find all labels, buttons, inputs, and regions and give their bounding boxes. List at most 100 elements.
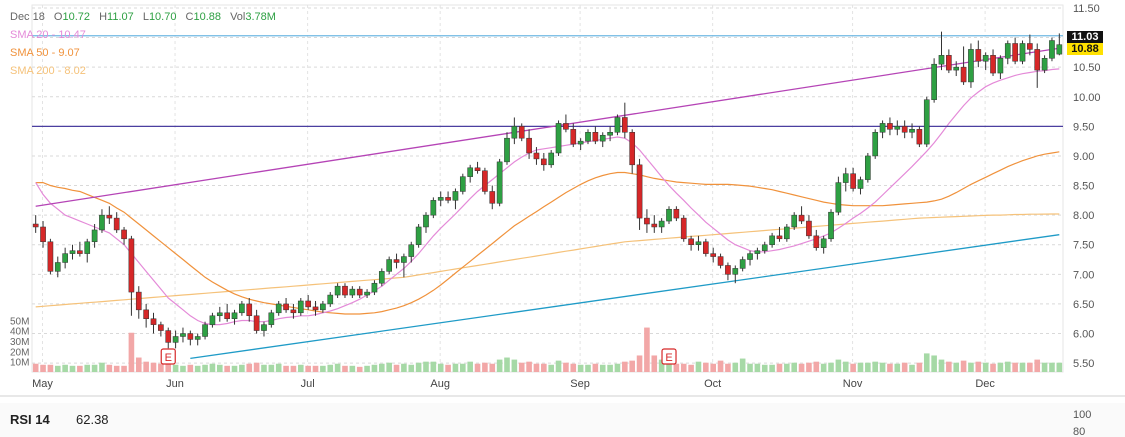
candle-body[interactable] <box>717 256 724 266</box>
candle-body[interactable] <box>865 155 871 180</box>
candle-body[interactable] <box>592 132 599 142</box>
candle-body[interactable] <box>99 214 105 231</box>
candle-body[interactable] <box>180 333 186 337</box>
candle-body[interactable] <box>806 220 812 237</box>
candle-body[interactable] <box>202 324 208 337</box>
sma50-legend[interactable]: SMA 50 - 9.07 <box>10 47 80 59</box>
earnings-marker[interactable] <box>661 348 677 365</box>
candle-body[interactable] <box>393 259 400 263</box>
candle-body[interactable] <box>555 123 562 154</box>
candle-body[interactable] <box>423 214 429 228</box>
candle-body[interactable] <box>305 300 311 308</box>
candle-body[interactable] <box>312 306 319 311</box>
candle-body[interactable] <box>784 226 790 240</box>
candle-body[interactable] <box>77 250 83 254</box>
candle-body[interactable] <box>334 285 341 296</box>
candle-body[interactable] <box>283 303 289 311</box>
sma20-legend[interactable]: SMA 20 - 10.47 <box>10 29 86 41</box>
candle-body[interactable] <box>872 132 879 157</box>
support-trendline[interactable] <box>190 234 1060 360</box>
candle-body[interactable] <box>614 117 621 133</box>
candle-body[interactable] <box>563 123 569 130</box>
candle-body[interactable] <box>474 167 481 171</box>
candle-body[interactable] <box>40 226 46 243</box>
candle-body[interactable] <box>327 294 334 305</box>
candle-body[interactable] <box>621 117 628 133</box>
candle-body[interactable] <box>511 126 518 139</box>
candle-body[interactable] <box>629 132 636 166</box>
candle-body[interactable] <box>209 315 216 325</box>
candle-body[interactable] <box>990 55 996 74</box>
candle-body[interactable] <box>1012 43 1018 62</box>
candle-body[interactable] <box>1041 58 1048 71</box>
candle-body[interactable] <box>673 208 680 219</box>
candle-body[interactable] <box>415 226 422 245</box>
candle-body[interactable] <box>408 244 415 257</box>
candle-body[interactable] <box>585 132 591 142</box>
candle-body[interactable] <box>599 134 606 142</box>
candle-body[interactable] <box>761 244 768 251</box>
candle-body[interactable] <box>710 253 717 257</box>
candle-body[interactable] <box>828 211 834 240</box>
candle-body[interactable] <box>47 241 54 272</box>
candle-body[interactable] <box>62 253 68 263</box>
candle-body[interactable] <box>401 256 407 263</box>
candle-body[interactable] <box>187 333 194 340</box>
candle-body[interactable] <box>378 271 385 284</box>
candle-body[interactable] <box>747 253 753 260</box>
candle-body[interactable] <box>275 303 282 314</box>
candle-body[interactable] <box>607 132 613 136</box>
candle-body[interactable] <box>894 126 901 130</box>
candle-body[interactable] <box>666 208 672 222</box>
candle-body[interactable] <box>342 285 348 296</box>
candle-body[interactable] <box>798 214 805 222</box>
candle-body[interactable] <box>69 250 76 254</box>
candle-body[interactable] <box>695 241 702 245</box>
candle-body[interactable] <box>106 214 113 219</box>
candle-body[interactable] <box>548 152 555 166</box>
candle-body[interactable] <box>121 229 127 240</box>
candle-body[interactable] <box>290 309 297 314</box>
candle-body[interactable] <box>437 197 444 201</box>
candle-body[interactable] <box>879 123 886 133</box>
candle-body[interactable] <box>143 309 149 319</box>
candle-body[interactable] <box>128 238 135 293</box>
candle-body[interactable] <box>1004 43 1011 59</box>
resistance-trendline[interactable] <box>35 47 1060 207</box>
candle-body[interactable] <box>518 126 525 139</box>
candle-body[interactable] <box>239 303 245 314</box>
candle-body[interactable] <box>887 123 893 130</box>
candle-body[interactable] <box>931 63 937 100</box>
candle-body[interactable] <box>938 55 945 65</box>
candle-body[interactable] <box>246 303 253 317</box>
candle-body[interactable] <box>651 223 658 228</box>
candle-body[interactable] <box>482 170 488 192</box>
candle-body[interactable] <box>791 214 798 228</box>
candle-body[interactable] <box>349 288 356 296</box>
candle-body[interactable] <box>754 250 761 254</box>
candle-body[interactable] <box>261 324 267 331</box>
candle-body[interactable] <box>923 99 930 145</box>
candle-body[interactable] <box>356 288 363 296</box>
sma200-legend[interactable]: SMA 200 - 8.02 <box>10 65 86 77</box>
candle-body[interactable] <box>150 318 157 325</box>
candle-body[interactable] <box>1034 49 1041 71</box>
candle-body[interactable] <box>467 167 474 177</box>
candle-body[interactable] <box>253 315 260 331</box>
candle-body[interactable] <box>540 158 547 166</box>
candle-body[interactable] <box>946 55 952 71</box>
candle-body[interactable] <box>1049 40 1055 59</box>
candle-body[interactable] <box>489 191 496 204</box>
candle-body[interactable] <box>32 223 39 228</box>
candle-body[interactable] <box>813 235 820 248</box>
candle-body[interactable] <box>975 49 982 62</box>
candle-body[interactable] <box>1019 43 1026 62</box>
candle-body[interactable] <box>909 129 915 133</box>
candle-body[interactable] <box>1056 44 1063 55</box>
candle-body[interactable] <box>224 312 230 319</box>
candle-body[interactable] <box>732 268 739 275</box>
candle-body[interactable] <box>84 241 91 254</box>
candle-body[interactable] <box>739 259 746 269</box>
candle-body[interactable] <box>430 200 437 216</box>
candle-body[interactable] <box>769 235 775 245</box>
